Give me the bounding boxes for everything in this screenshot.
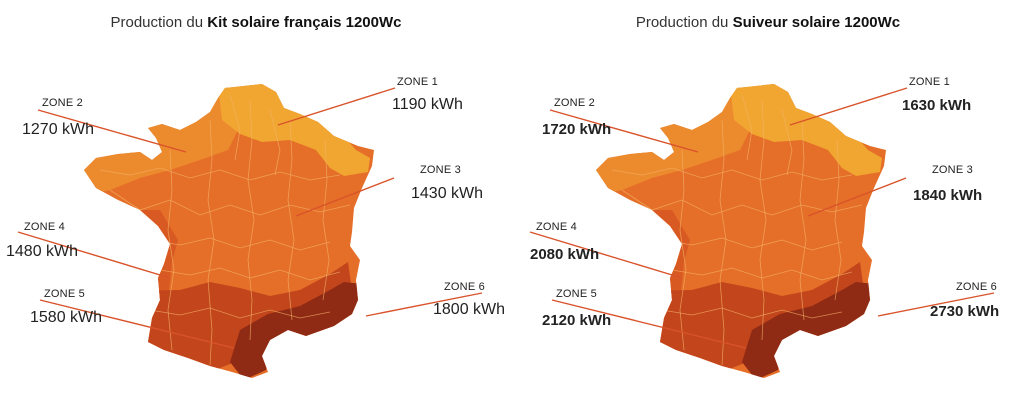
zone5-name: ZONE 5 (44, 288, 85, 300)
zone6-value: 2730 kWh (930, 303, 1000, 320)
leader-lines (17, 87, 483, 349)
leader-zone6 (877, 292, 995, 317)
zone1-area (727, 84, 882, 176)
zone5-value: 2120 kWh (542, 312, 612, 329)
title-prefix: Production du (110, 14, 208, 31)
panel-title: Production du Suiveur solaire 1200Wc (512, 14, 1024, 31)
france-map (17, 84, 483, 378)
zone6-name: ZONE 6 (444, 281, 485, 293)
zone1-name: ZONE 1 (909, 76, 950, 88)
title-product: Kit solaire français 1200Wc (207, 14, 402, 31)
zone1-value: 1190 kWh (392, 96, 463, 113)
leader-zone3 (295, 177, 395, 217)
zone6-name: ZONE 6 (956, 281, 997, 293)
leader-zone2 (37, 109, 187, 153)
leader-zone1 (277, 87, 396, 126)
zone3-name: ZONE 3 (932, 164, 973, 176)
panel-suiveur-solaire: Production du Suiveur solaire 1200Wc (512, 0, 1024, 419)
department-borders (611, 94, 863, 366)
leader-zone4 (17, 231, 171, 279)
zone5-name: ZONE 5 (556, 288, 597, 300)
leader-zone1 (789, 87, 908, 126)
zone4-value: 1480 kWh (6, 243, 79, 260)
france-map (529, 84, 995, 378)
zone4-name: ZONE 4 (24, 221, 65, 233)
department-borders (99, 94, 351, 366)
zone2-value: 1720 kWh (542, 121, 612, 138)
zone3-value: 1430 kWh (411, 185, 484, 202)
zone2-name: ZONE 2 (42, 97, 83, 109)
zone4-value: 2080 kWh (530, 246, 600, 263)
title-product: Suiveur solaire 1200Wc (732, 14, 901, 31)
zone2-value: 1270 kWh (22, 121, 95, 138)
leader-zone5 (551, 299, 747, 349)
zone1-name: ZONE 1 (397, 76, 438, 88)
zone1-value: 1630 kWh (902, 97, 972, 114)
zone1-area (215, 84, 370, 176)
zone3-value: 1840 kWh (913, 187, 983, 204)
zone5-value: 1580 kWh (30, 309, 103, 326)
zone3-name: ZONE 3 (420, 164, 461, 176)
zone6-value: 1800 kWh (433, 301, 506, 318)
leader-zone6 (365, 292, 483, 317)
panel-kit-solaire: Production du Kit solaire français 1200W… (0, 14, 512, 378)
title-prefix: Production du (635, 14, 733, 31)
leader-zone3 (807, 177, 907, 217)
leader-zone5 (39, 299, 235, 349)
leader-zone2 (549, 109, 699, 153)
zone2-name: ZONE 2 (554, 97, 595, 109)
panel-title: Production du Kit solaire français 1200W… (0, 14, 512, 31)
leader-zone4 (529, 231, 683, 279)
leader-lines (529, 87, 995, 349)
zone4-name: ZONE 4 (536, 221, 577, 233)
